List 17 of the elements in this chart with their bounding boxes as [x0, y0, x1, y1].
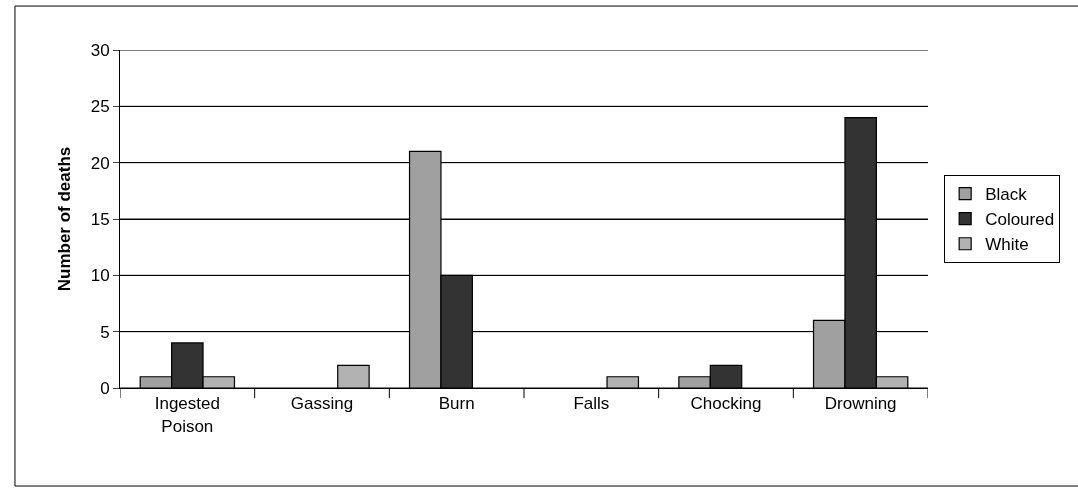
x-tick-label: Gassing	[290, 394, 354, 414]
legend-label: White	[985, 235, 1029, 255]
y-tick-label: 15	[90, 209, 110, 229]
y-axis-title: Number of deaths	[55, 146, 75, 292]
x-tick-label: Chocking	[690, 394, 762, 414]
legend-label: Coloured	[985, 210, 1055, 230]
legend-label: Black	[985, 185, 1028, 205]
y-tick-label: 10	[90, 266, 110, 286]
x-tick-label: Drowning	[824, 394, 897, 414]
y-tick-label: 5	[100, 322, 110, 342]
y-tick-label: 0	[100, 378, 110, 398]
y-tick-label: 20	[90, 153, 110, 173]
y-tick-label: 30	[90, 40, 110, 60]
x-tick-label: Ingested Poison	[154, 394, 220, 436]
x-tick-label: Burn	[438, 394, 475, 414]
y-tick-label: 25	[90, 97, 110, 117]
x-tick-label: Falls	[573, 394, 610, 414]
